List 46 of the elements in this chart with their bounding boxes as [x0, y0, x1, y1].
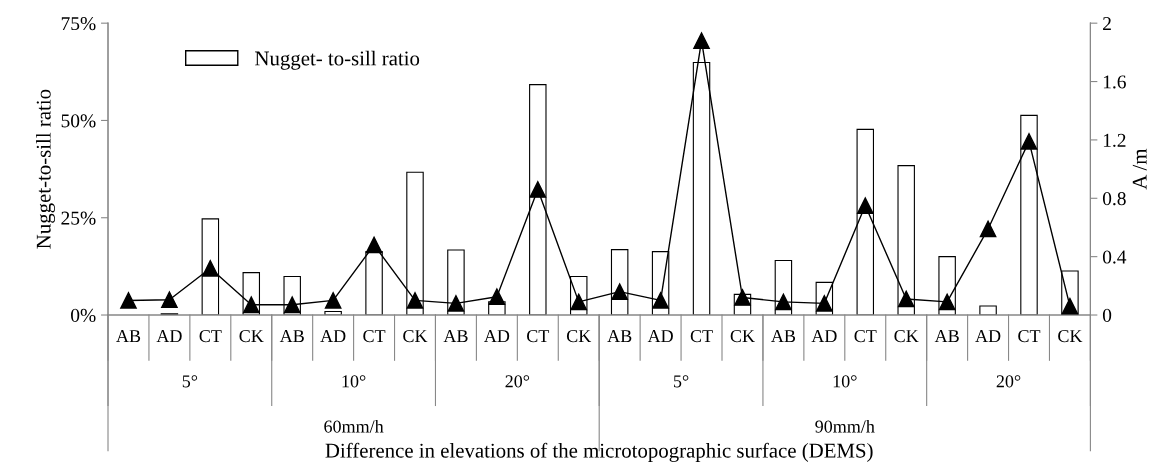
x-tick-label: AD	[484, 330, 510, 343]
legend-label: Nugget- to-sill ratio	[255, 50, 420, 70]
x-tick-label: AB	[116, 330, 141, 343]
text: 20°	[505, 375, 530, 388]
x-tick-label: AB	[771, 330, 796, 343]
y2-tick-label: 1.2	[1103, 133, 1126, 147]
text: 60mm/h	[324, 419, 384, 433]
x-tick-label: CT	[1018, 330, 1041, 343]
x-tick-label: AB	[934, 330, 959, 343]
x-tick-label: CK	[1058, 330, 1083, 343]
x-tick-label: CK	[239, 330, 264, 343]
y-tick-label: 0%	[71, 308, 96, 323]
x-tick-label: CK	[730, 330, 755, 343]
x-tick-label: AD	[156, 330, 182, 343]
text: 20°	[996, 375, 1021, 388]
x-tick-label: CT	[527, 330, 550, 343]
y2-axis-title: A /m	[1132, 148, 1147, 190]
x-axis-title: Difference in elevations of the microtopographic surface (DEMS)	[325, 442, 873, 462]
x-tick-label: CT	[199, 330, 222, 343]
x-tick-label: AD	[811, 330, 837, 343]
text: 5°	[674, 375, 689, 388]
y-tick-label: 50%	[61, 114, 96, 128]
x-tick-label: AD	[320, 330, 346, 343]
y-tick-label: 25%	[61, 211, 96, 225]
text: 90mm/h	[815, 419, 875, 433]
x-tick-label: CT	[690, 330, 713, 343]
text: 10°	[833, 375, 857, 388]
y2-tick-label: 2	[1103, 17, 1111, 30]
y2-tick-label: 1.6	[1103, 75, 1126, 89]
text: 10°	[342, 375, 366, 388]
x-tick-label: AD	[975, 330, 1001, 343]
x-tick-label: AD	[647, 330, 673, 343]
text: 5°	[182, 375, 198, 388]
x-tick-label: AB	[443, 330, 468, 343]
x-tick-label: CK	[566, 330, 592, 343]
x-tick-label: CT	[854, 330, 877, 343]
y-tick-label: 75%	[61, 16, 96, 31]
y2-tick-label: 0.4	[1102, 250, 1127, 264]
x-tick-label: AB	[607, 330, 632, 343]
x-tick-label: CK	[403, 330, 428, 343]
y2-tick-label: 0.8	[1102, 192, 1126, 206]
y2-tick-label: 0	[1102, 308, 1112, 322]
x-tick-label: CK	[894, 330, 919, 343]
x-tick-label: CT	[363, 330, 386, 343]
x-tick-label: AB	[279, 330, 304, 343]
y-axis-title: Nugget-to-sill ratio	[36, 89, 55, 249]
